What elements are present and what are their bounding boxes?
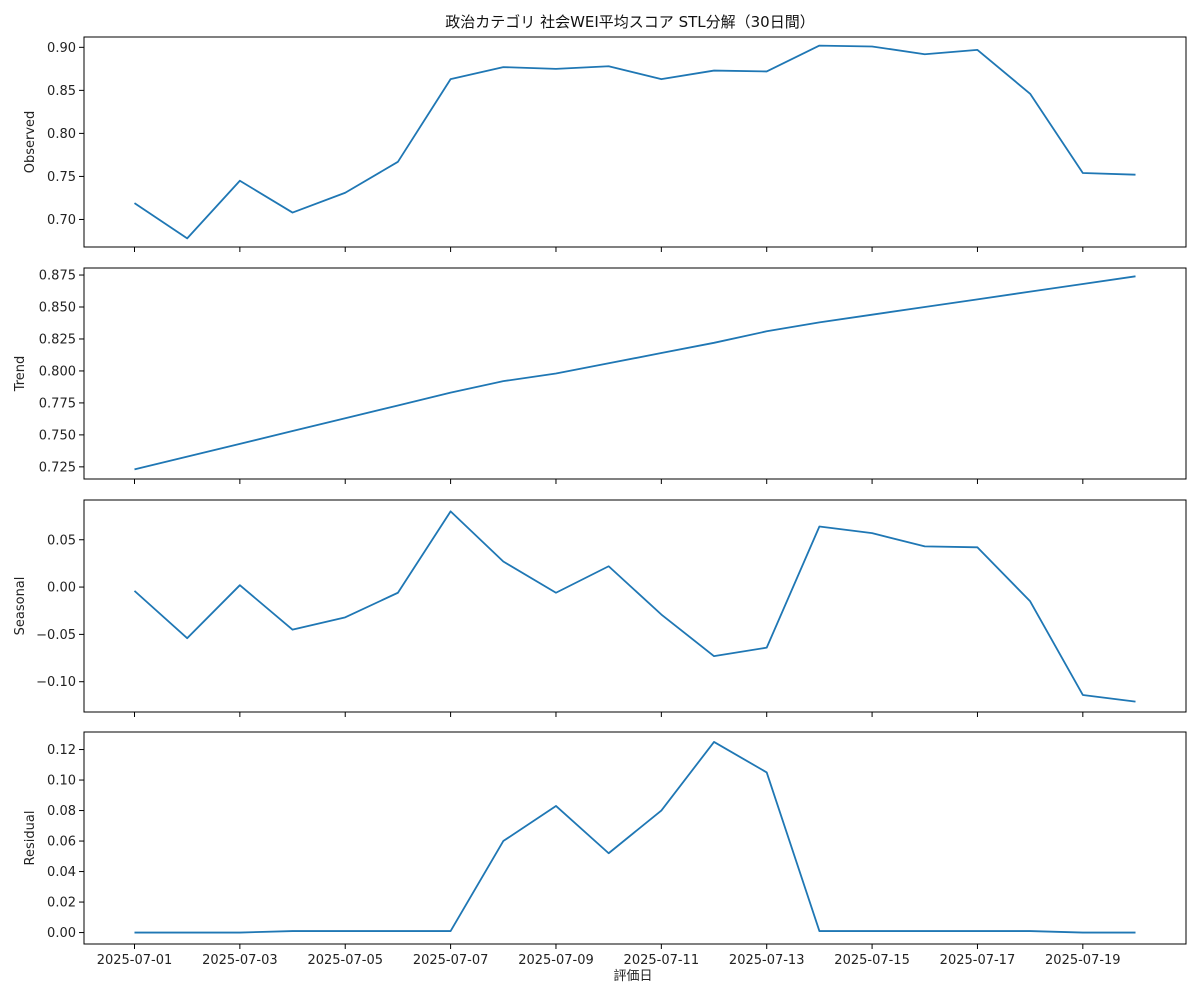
- y-tick-label: 0.750: [39, 428, 76, 443]
- panel-trend: 0.725 0.750 0.775 0.800 0.825 0.850 0.875 Trend: [13, 267, 1187, 484]
- series-line-residual: [134, 741, 1136, 934]
- y-tick-label: 0.02: [47, 896, 76, 911]
- y-axis-label: Trend: [13, 356, 28, 393]
- plot-frame: [83, 731, 1187, 945]
- y-tick-label: 0.85: [47, 84, 76, 99]
- x-tick-label: 2025-07-13: [729, 953, 805, 968]
- x-axis-label: 評価日: [613, 969, 652, 984]
- y-tick-label: 0.12: [47, 743, 76, 758]
- x-tick-label: 2025-07-11: [624, 953, 700, 968]
- x-tick-label: 2025-07-17: [940, 953, 1016, 968]
- y-tick-label: 0.06: [47, 835, 76, 850]
- y-tick-label: 0.850: [39, 301, 76, 316]
- chart-title: 政治カテゴリ 社会WEI平均スコア STL分解（30日間）: [445, 13, 814, 31]
- panel-seasonal: −0.10 −0.05 0.00 0.05 Seasonal: [13, 499, 1187, 717]
- y-tick-label: 0.825: [39, 332, 76, 347]
- y-tick-label: 0.80: [47, 127, 76, 142]
- panels: 0.700.750.800.850.90Observed0.7250.7500.…: [13, 36, 1187, 968]
- y-tick-label: 0.800: [39, 364, 76, 379]
- y-axis-label: Residual: [23, 811, 38, 866]
- y-tick-label: 0.75: [47, 170, 76, 185]
- y-axis-label: Seasonal: [13, 577, 28, 636]
- y-tick-label: 0.08: [47, 804, 76, 819]
- plot-frame: [83, 267, 1187, 480]
- plot-frame: [83, 499, 1187, 713]
- y-tick-label: −0.10: [36, 675, 76, 690]
- y-tick-label: 0.00: [47, 926, 76, 941]
- y-tick-label: 0.10: [47, 774, 76, 789]
- x-tick-label: 2025-07-19: [1045, 953, 1121, 968]
- y-axis-label: Observed: [23, 111, 38, 174]
- x-tick-label: 2025-07-05: [307, 953, 383, 968]
- series-line-seasonal: [133, 510, 1136, 703]
- y-tick-label: 0.875: [39, 269, 76, 284]
- y-tick-label: 0.725: [39, 460, 76, 475]
- x-tick-label: 2025-07-01: [97, 953, 173, 968]
- x-tick-label: 2025-07-03: [202, 953, 278, 968]
- y-tick-label: 0.90: [47, 41, 76, 56]
- y-tick-label: 0.04: [47, 865, 76, 880]
- series-line-trend: [134, 275, 1136, 471]
- y-tick-label: 0.775: [39, 396, 76, 411]
- y-tick-label: 0.00: [47, 581, 76, 596]
- x-tick-label: 2025-07-09: [518, 953, 594, 968]
- plot-frame: [83, 36, 1187, 248]
- x-tick-label: 2025-07-15: [834, 953, 910, 968]
- y-tick-label: 0.05: [47, 533, 76, 548]
- panel-residual: 0.00 0.02 0.04 0.06 0.08 0.10 0.12 Residual 2025…: [23, 731, 1187, 968]
- y-tick-label: 0.70: [47, 213, 76, 228]
- y-tick-label: −0.05: [36, 628, 76, 643]
- series-line-observed: [133, 44, 1136, 240]
- x-tick-label: 2025-07-07: [413, 953, 489, 968]
- panel-observed: 0.70 0.75 0.80 0.85 0.90 Observed: [23, 36, 1187, 252]
